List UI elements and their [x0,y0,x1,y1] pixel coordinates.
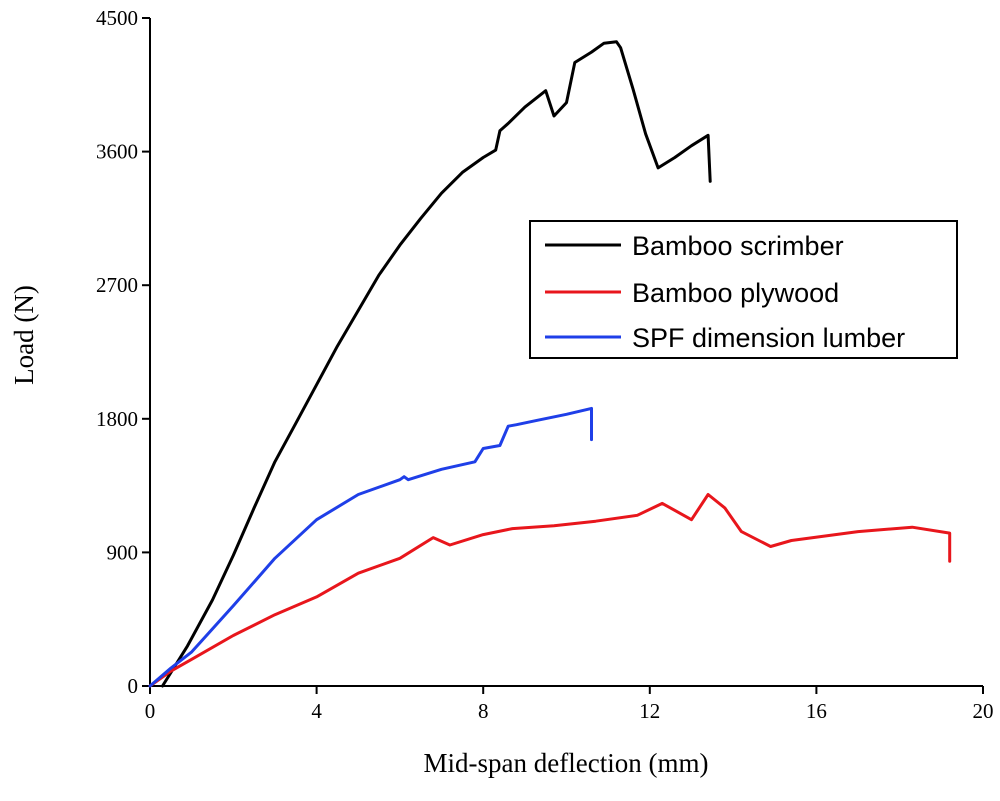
legend-label-1: Bamboo scrimber [632,231,844,261]
axes [149,18,983,687]
x-tick-label: 12 [639,699,660,723]
y-tick-label: 3600 [96,140,138,164]
x-axis-title: Mid-span deflection (mm) [424,748,709,778]
y-tick-label: 2700 [96,273,138,297]
y-tick-label: 900 [107,540,139,564]
x-tick-label: 0 [145,699,156,723]
x-tick-label: 8 [478,699,489,723]
legend: Bamboo scrimber Bamboo plywood SPF dimensi… [529,220,958,359]
y-axis-title: Load (N) [9,285,39,385]
series-line-3 [148,406,593,688]
y-tick-label: 4500 [96,6,138,30]
legend-label-3: SPF dimension lumber [632,323,905,353]
legend-label-2: Bamboo plywood [632,278,839,308]
series-line-1 [161,40,712,688]
y-tick-label: 1800 [96,407,138,431]
x-tick-label: 20 [973,699,994,723]
x-tick-label: 16 [806,699,827,723]
series-layer [148,40,952,688]
x-tick-label: 4 [311,699,322,723]
series-line-2 [148,493,952,688]
ticks: 0 4 8 12 16 20 0 900 1800 2700 3600 4500 [96,6,994,723]
y-tick-label: 0 [128,674,139,698]
